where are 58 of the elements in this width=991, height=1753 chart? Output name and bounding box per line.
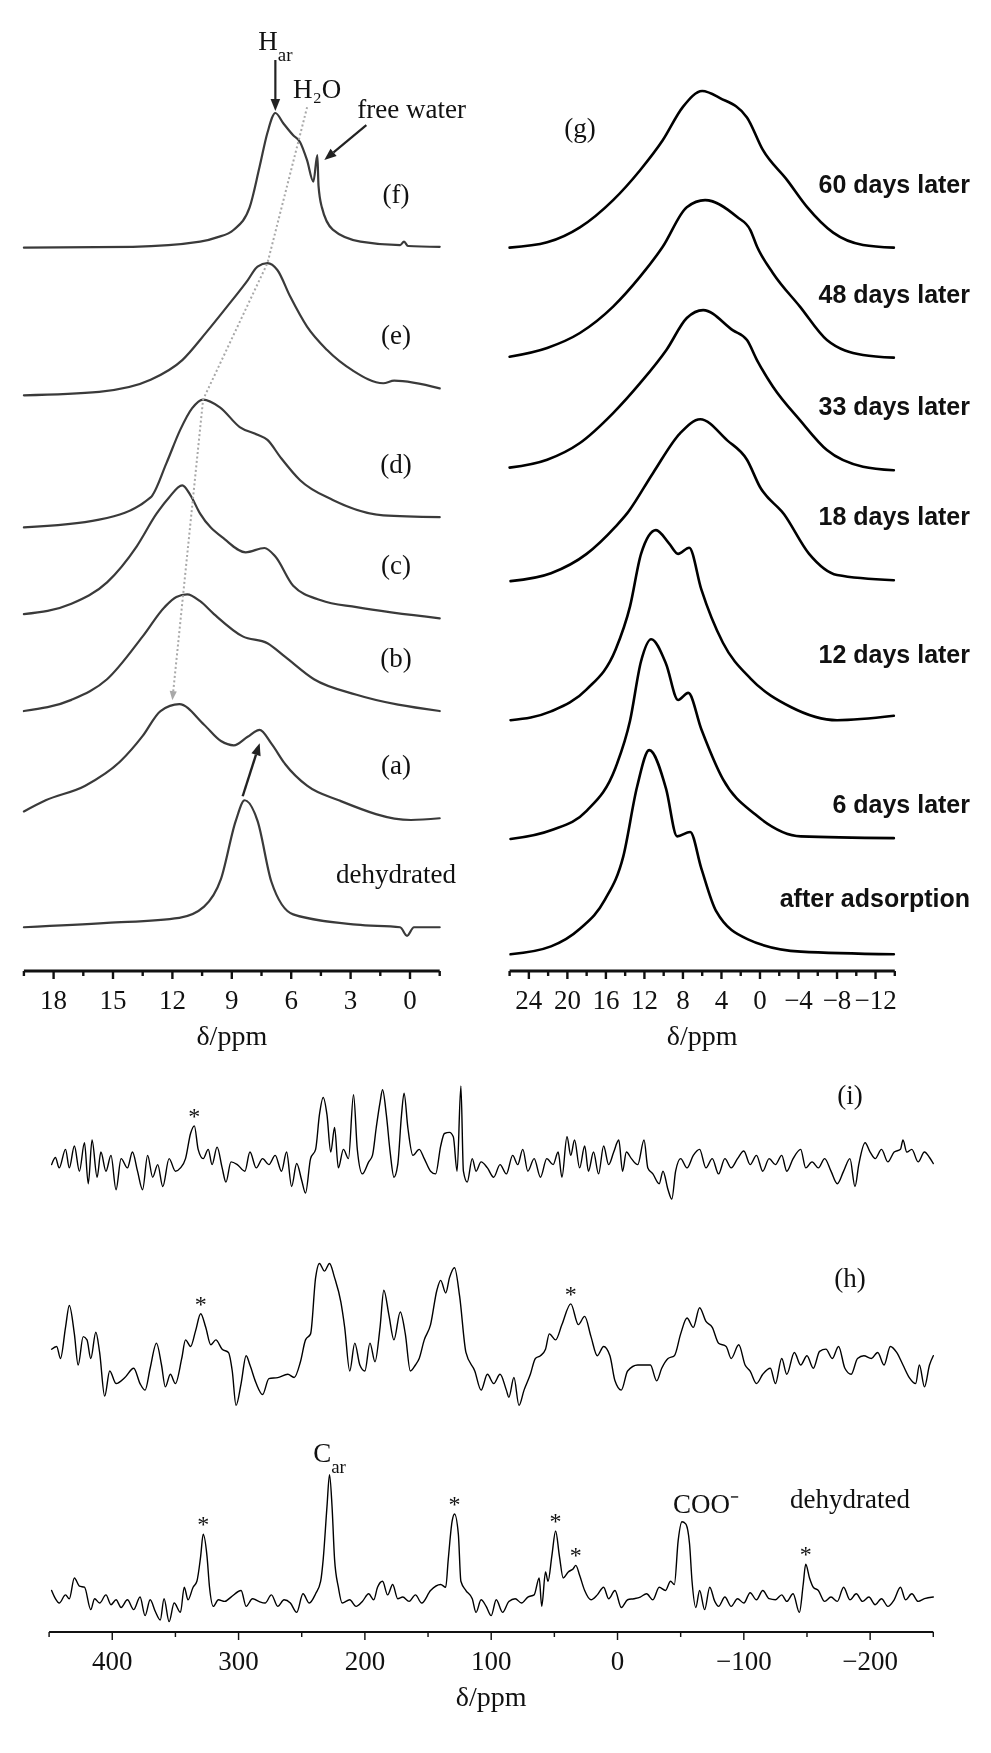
x-tick-label: 16 — [592, 985, 620, 1015]
series-label: dehydrated — [336, 859, 457, 890]
x-axis-title: δ/ppm — [455, 1681, 527, 1712]
series-label: (f) — [382, 179, 410, 210]
x-tick-label: 8 — [676, 985, 690, 1015]
annotation: H$_{ar}$ — [258, 26, 294, 65]
annotation: C$_{ar}$ — [313, 1437, 347, 1477]
series-label: (d) — [380, 449, 412, 480]
x-tick-label: 18 — [40, 985, 68, 1015]
x-tick-label: 12 — [630, 985, 658, 1015]
annotation: * — [799, 1541, 812, 1568]
series-label: (c) — [381, 550, 411, 581]
series-label: 60 days later — [818, 169, 971, 198]
x-axis-title: δ/ppm — [196, 1020, 268, 1051]
series-label: (i) — [837, 1079, 863, 1110]
x-tick-label: 200 — [344, 1646, 386, 1676]
x-tick-label: 9 — [225, 985, 239, 1015]
series-label: 18 days later — [818, 501, 971, 530]
annotation: * — [549, 1507, 562, 1534]
annotation: * — [188, 1102, 201, 1129]
x-tick-label: 6 — [284, 985, 298, 1015]
x-tick-label: 15 — [99, 985, 127, 1015]
x-tick-label: 20 — [553, 985, 581, 1015]
series-label: (a) — [381, 750, 411, 781]
x-tick-label: 400 — [92, 1646, 133, 1676]
series-label: 12 days later — [818, 639, 971, 668]
x-tick-label: −200 — [842, 1646, 899, 1676]
x-tick-label: 24 — [515, 985, 543, 1015]
series-label: after adsorption — [779, 883, 970, 912]
x-tick-label: 300 — [218, 1646, 259, 1676]
series-label: 48 days later — [818, 279, 971, 308]
x-tick-label: −12 — [854, 985, 897, 1015]
annotation: * — [197, 1511, 210, 1538]
annotation: H₂O — [292, 74, 342, 105]
series-label: 33 days later — [818, 391, 971, 420]
x-axis-title: δ/ppm — [666, 1020, 738, 1051]
x-tick-label: 0 — [610, 1646, 625, 1676]
annotation: * — [448, 1491, 461, 1518]
x-tick-label: 0 — [753, 985, 767, 1015]
text: (g) — [564, 113, 596, 143]
x-tick-label: 3 — [343, 985, 358, 1015]
annotation: free water — [357, 94, 467, 125]
series-label: (e) — [381, 320, 411, 351]
series-label: 6 days later — [832, 789, 971, 818]
annotation: * — [569, 1542, 582, 1569]
series-label: (b) — [380, 643, 412, 674]
series-label: (h) — [834, 1262, 866, 1293]
annotation: COO⁻ — [672, 1488, 739, 1519]
x-tick-label: 4 — [714, 985, 729, 1015]
x-tick-label: 0 — [403, 985, 417, 1015]
x-tick-label: −8 — [822, 985, 852, 1015]
x-tick-label: 100 — [470, 1646, 512, 1676]
x-tick-label: −100 — [715, 1646, 772, 1676]
series-label: dehydrated — [790, 1484, 911, 1515]
annotation: * — [194, 1290, 207, 1317]
x-tick-label: −4 — [784, 985, 814, 1015]
x-tick-label: 12 — [158, 985, 186, 1015]
annotation: * — [564, 1280, 577, 1307]
